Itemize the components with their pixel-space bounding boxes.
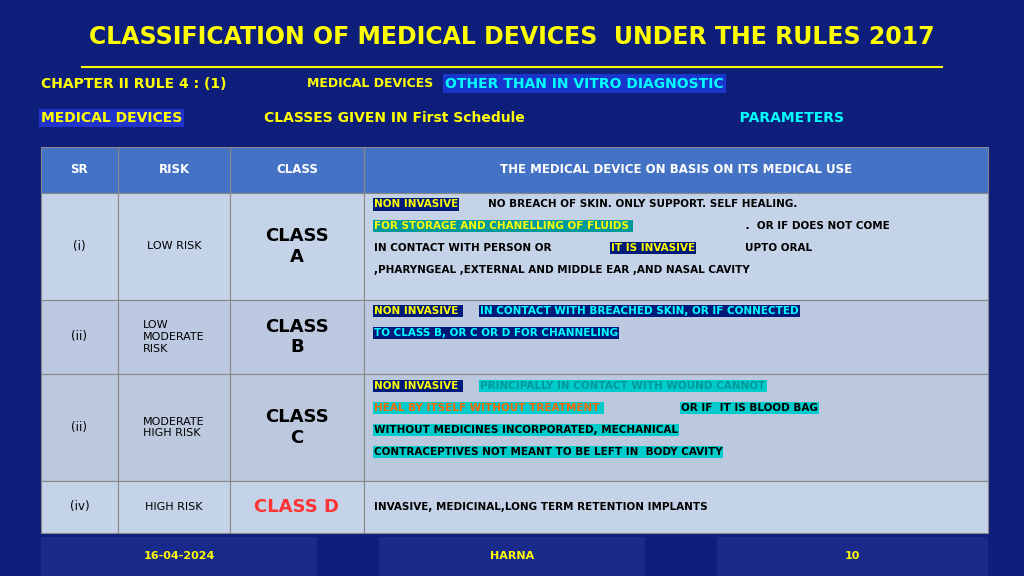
- Text: CLASS: CLASS: [276, 164, 317, 176]
- Text: INVASIVE, MEDICINAL,LONG TERM RETENTION IMPLANTS: INVASIVE, MEDICINAL,LONG TERM RETENTION …: [374, 502, 708, 512]
- Text: NON INVASIVE: NON INVASIVE: [374, 306, 462, 316]
- Text: (iv): (iv): [70, 501, 89, 513]
- Bar: [41, 147, 118, 193]
- Text: .  OR IF DOES NOT COME: . OR IF DOES NOT COME: [742, 221, 890, 232]
- Text: NON INVASIVE: NON INVASIVE: [374, 381, 462, 391]
- Text: NON INVASIVE: NON INVASIVE: [374, 199, 458, 210]
- Text: 10: 10: [845, 551, 860, 562]
- Text: CLASSIFICATION OF MEDICAL DEVICES  UNDER THE RULES 2017: CLASSIFICATION OF MEDICAL DEVICES UNDER …: [89, 25, 935, 50]
- Text: CLASSES GIVEN IN First Schedule: CLASSES GIVEN IN First Schedule: [225, 111, 525, 125]
- Text: PARAMETERS: PARAMETERS: [686, 111, 844, 125]
- Bar: [41, 300, 118, 374]
- Text: (ii): (ii): [72, 421, 87, 434]
- Bar: [364, 193, 988, 300]
- Bar: [364, 147, 988, 193]
- Bar: [41, 193, 118, 300]
- Bar: [364, 481, 988, 533]
- Text: HEAL BY ITSELF WITHOUT TREATMENT: HEAL BY ITSELF WITHOUT TREATMENT: [374, 403, 603, 413]
- Bar: [230, 300, 364, 374]
- Text: MEDICAL DEVICES: MEDICAL DEVICES: [307, 77, 438, 90]
- Bar: [118, 147, 230, 193]
- Text: MEDICAL DEVICES: MEDICAL DEVICES: [41, 111, 182, 125]
- Text: CLASS
A: CLASS A: [265, 227, 329, 266]
- Text: CLASS D: CLASS D: [254, 498, 340, 516]
- Bar: [379, 537, 645, 576]
- Text: UPTO ORAL: UPTO ORAL: [745, 243, 813, 253]
- Text: CLASS
C: CLASS C: [265, 408, 329, 447]
- Bar: [364, 374, 988, 481]
- Bar: [41, 481, 118, 533]
- Bar: [364, 300, 988, 374]
- Text: (i): (i): [73, 240, 86, 253]
- Text: WITHOUT MEDICINES INCORPORATED, MECHANICAL: WITHOUT MEDICINES INCORPORATED, MECHANIC…: [374, 425, 678, 435]
- Text: HIGH RISK: HIGH RISK: [145, 502, 203, 512]
- Bar: [41, 537, 317, 576]
- Bar: [41, 374, 118, 481]
- Text: OR IF  IT IS BLOOD BAG: OR IF IT IS BLOOD BAG: [681, 403, 818, 413]
- Bar: [230, 374, 364, 481]
- Text: THE MEDICAL DEVICE ON BASIS ON ITS MEDICAL USE: THE MEDICAL DEVICE ON BASIS ON ITS MEDIC…: [500, 164, 852, 176]
- Bar: [118, 193, 230, 300]
- Bar: [230, 147, 364, 193]
- Text: LOW
MODERATE
RISK: LOW MODERATE RISK: [143, 320, 205, 354]
- Text: MODERATE
HIGH RISK: MODERATE HIGH RISK: [143, 417, 205, 438]
- Text: ,PHARYNGEAL ,EXTERNAL AND MIDDLE EAR ,AND NASAL CAVITY: ,PHARYNGEAL ,EXTERNAL AND MIDDLE EAR ,AN…: [374, 265, 750, 275]
- Bar: [118, 481, 230, 533]
- Text: SR: SR: [71, 164, 88, 176]
- Bar: [118, 374, 230, 481]
- Bar: [118, 300, 230, 374]
- Bar: [230, 481, 364, 533]
- Text: 16-04-2024: 16-04-2024: [143, 551, 215, 562]
- Text: PRINCIPALLY IN CONTACT WITH WOUND CANNOT: PRINCIPALLY IN CONTACT WITH WOUND CANNOT: [480, 381, 766, 391]
- Text: NO BREACH OF SKIN. ONLY SUPPORT. SELF HEALING.: NO BREACH OF SKIN. ONLY SUPPORT. SELF HE…: [488, 199, 798, 210]
- Text: IN CONTACT WITH PERSON OR: IN CONTACT WITH PERSON OR: [374, 243, 555, 253]
- Text: (ii): (ii): [72, 331, 87, 343]
- Text: LOW RISK: LOW RISK: [146, 241, 202, 251]
- Text: FOR STORAGE AND CHANELLING OF FLUIDS: FOR STORAGE AND CHANELLING OF FLUIDS: [374, 221, 632, 232]
- Text: OTHER THAN IN VITRO DIAGNOSTIC: OTHER THAN IN VITRO DIAGNOSTIC: [445, 77, 724, 90]
- Text: TO CLASS B, OR C OR D FOR CHANNELING: TO CLASS B, OR C OR D FOR CHANNELING: [374, 328, 617, 338]
- Text: RISK: RISK: [159, 164, 189, 176]
- Text: CLASS
B: CLASS B: [265, 317, 329, 357]
- Text: CONTRACEPTIVES NOT MEANT TO BE LEFT IN  BODY CAVITY: CONTRACEPTIVES NOT MEANT TO BE LEFT IN B…: [374, 446, 722, 457]
- Bar: [230, 193, 364, 300]
- Text: CHAPTER II RULE 4 : (1): CHAPTER II RULE 4 : (1): [41, 77, 231, 90]
- Bar: [717, 537, 988, 576]
- Text: IN CONTACT WITH BREACHED SKIN, OR IF CONNECTED: IN CONTACT WITH BREACHED SKIN, OR IF CON…: [480, 306, 799, 316]
- Text: HARNA: HARNA: [489, 551, 535, 562]
- Text: IT IS INVASIVE: IT IS INVASIVE: [611, 243, 695, 253]
